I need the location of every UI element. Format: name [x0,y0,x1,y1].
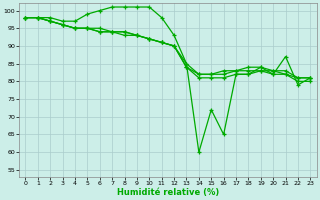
X-axis label: Humidité relative (%): Humidité relative (%) [117,188,219,197]
